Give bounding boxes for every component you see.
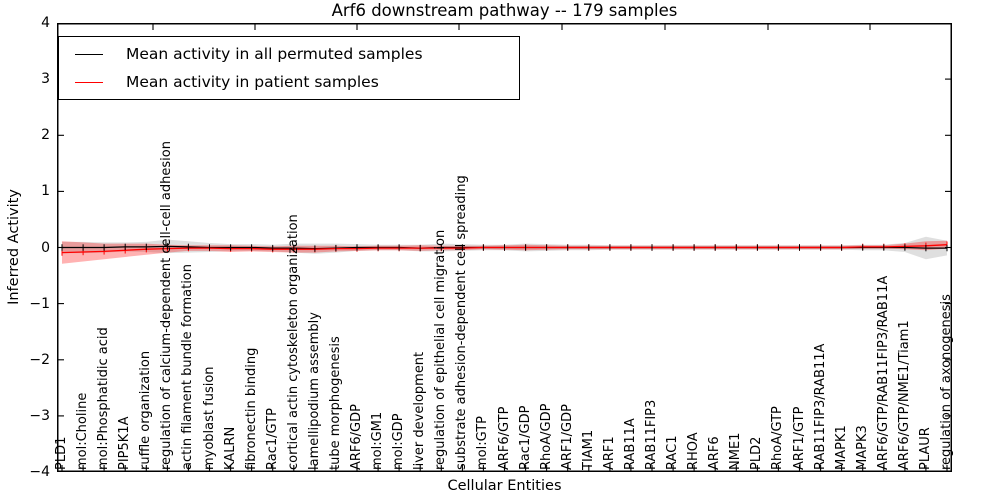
legend-label: Mean activity in all permuted samples (126, 45, 423, 63)
x-tick-label: ARF1/GTP (791, 406, 807, 470)
chart-canvas (57, 23, 952, 472)
x-tick-label: Rac1/GTP (264, 408, 280, 470)
x-tick-label: ARF6 (707, 436, 723, 470)
x-tick-label: ARF6/GDP (349, 404, 364, 470)
x-tick-label: lamellipodium assembly (306, 312, 322, 470)
x-tick-label: liver development (412, 351, 428, 470)
x-tick-label: Rac1/GDP (517, 405, 533, 470)
x-tick-label: ARF1 (601, 436, 617, 470)
x-tick-label: cortical actin cytoskeleton organization (285, 214, 301, 470)
x-axis-label: Cellular Entities (447, 478, 562, 494)
x-tick-label: PLAUR (917, 427, 933, 470)
x-tick-label: MAPK1 (833, 425, 849, 470)
legend: Mean activity in all permuted samples Me… (58, 36, 520, 100)
legend-line-swatch-black (75, 53, 103, 55)
x-tick-label: ruffle organization (138, 350, 154, 470)
x-tick-label: mol:GM1 (370, 411, 386, 470)
y-tick-label: −1 (29, 295, 50, 312)
x-tick-label: mol:GDP (391, 413, 407, 470)
x-tick-label: TIAM1 (580, 429, 596, 470)
x-tick-label: mol:Phosphatidic acid (96, 327, 112, 470)
x-tick-label: mol:GTP (475, 416, 491, 470)
x-tick-label: mol:Choline (75, 392, 91, 470)
x-tick-label: regulation of epithelial cell migration (433, 229, 449, 470)
x-tick-label: tube morphogenesis (327, 336, 343, 470)
y-tick-label: −4 (29, 464, 50, 480)
y-tick-label: 0 (41, 239, 50, 256)
legend-item-patient: Mean activity in patient samples (59, 68, 519, 96)
x-tick-label: ARF6/GTP (496, 406, 512, 470)
y-tick-label: 2 (41, 127, 50, 144)
x-tick-label: PLD1 (54, 436, 69, 470)
x-tick-label: RhoA/GTP (770, 406, 786, 470)
x-tick-label: RAB11FIP3/RAB11A (812, 343, 828, 470)
x-tick-label: regulation of calcium-dependent cell-cel… (159, 141, 175, 470)
x-tick-label: fibronectin binding (243, 347, 259, 470)
x-tick-label: RhoA/GDP (538, 403, 554, 470)
y-tick-label: −2 (29, 351, 50, 368)
x-tick-label: RHOA (686, 432, 702, 470)
x-tick-label: ARF6/GTP/NME1/Tiam1 (896, 320, 912, 470)
y-tick-label: 4 (41, 15, 50, 31)
y-tick-label: −3 (29, 407, 50, 424)
y-tick-label: 1 (41, 183, 50, 200)
x-tick-label: myoblast fusion (201, 366, 217, 470)
legend-item-permuted: Mean activity in all permuted samples (59, 40, 519, 68)
plot-area (57, 23, 952, 472)
y-tick-label: 3 (41, 71, 50, 88)
legend-line-swatch-red (75, 81, 103, 83)
x-tick-label: RAC1 (665, 435, 681, 470)
x-tick-label: MAPK3 (854, 425, 870, 470)
legend-label: Mean activity in patient samples (126, 73, 379, 91)
x-tick-label: NME1 (728, 432, 744, 470)
axes-frame (57, 23, 952, 472)
x-tick-label: RAB11A (622, 418, 638, 470)
x-tick-label: PLD2 (749, 436, 765, 470)
x-tick-label: KALRN (222, 426, 238, 470)
x-tick-label: PIP5K1A (117, 416, 133, 470)
x-tick-label: ARF1/GDP (559, 404, 575, 470)
chart-title: Arf6 downstream pathway -- 179 samples (331, 1, 678, 20)
band-series-1 (62, 240, 947, 264)
x-tick-label: regulation of axonogenesis (939, 294, 954, 470)
x-tick-label: substrate adhesion-dependent cell spread… (454, 175, 470, 470)
x-tick-label: RAB11FIP3 (644, 399, 659, 470)
x-tick-label: actin filament bundle formation (180, 264, 196, 470)
x-tick-label: ARF6/GTP/RAB11FIP3/RAB11A (875, 275, 891, 470)
